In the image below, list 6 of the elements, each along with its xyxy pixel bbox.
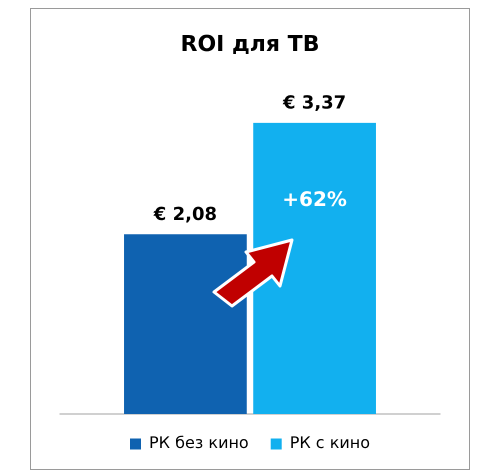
chart-title: ROI для ТВ: [180, 32, 320, 57]
data-label: € 3,37: [282, 92, 346, 114]
annotation: +62%: [282, 187, 347, 212]
data-label: € 2,08: [152, 204, 217, 225]
legend-label: РК без кино: [149, 433, 249, 452]
legend-label: РК с кино: [290, 433, 370, 452]
